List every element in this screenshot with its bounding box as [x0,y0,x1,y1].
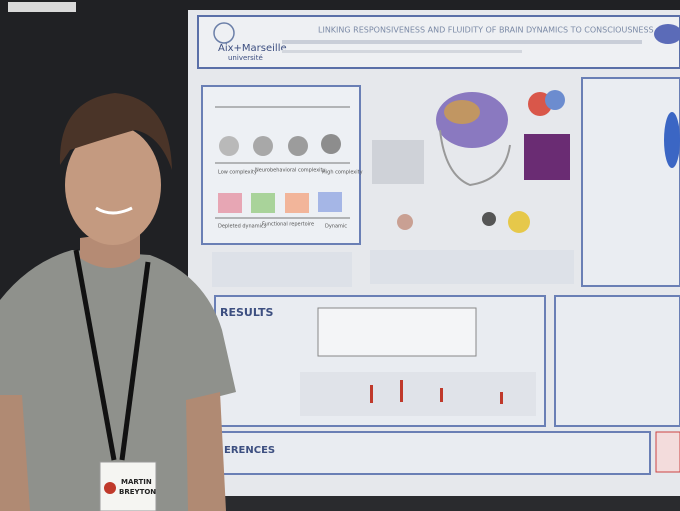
chart-points-part [370,385,373,403]
logo-icon [213,22,235,44]
badge [99,461,157,511]
text-block [370,250,574,284]
matrix-image [524,134,570,180]
section-heading: RESULTS [220,306,274,319]
brain-icon [482,212,496,226]
brain-map [545,90,565,110]
chart-image [317,307,477,357]
brain-icon [397,214,413,230]
logo-subtext: université [228,54,263,62]
brain-icons-part [288,136,308,156]
plot-image [372,140,424,184]
brain-icons-part [253,136,273,156]
wall-label [8,2,76,12]
badge-name: BREYTON [119,488,156,496]
person [0,93,236,511]
person-part [119,261,151,461]
badge-name: MARTIN [121,478,152,486]
poster-title: LINKING RESPONSIVENESS AND FLUIDITY OF B… [318,26,654,35]
color-squares-part [251,193,275,213]
logo-box [655,431,680,473]
affiliation-line [282,50,522,53]
brain-icons [219,134,341,156]
brain-icons-part [321,134,341,154]
diagram-label: High complexity [322,170,363,176]
person-part [59,93,172,170]
chart-points [370,380,503,404]
brain-map [508,211,530,233]
color-squares-part [285,193,309,213]
person-part [73,249,117,461]
person-part [95,206,133,215]
logo-text: Aix+Marseille [218,43,287,54]
chart-image [300,372,536,416]
plot-blob [664,112,680,168]
author-line [282,40,642,44]
references-panel [219,431,651,475]
color-squares-part [318,192,342,212]
diagram-label: Dynamic [325,224,347,230]
header-brain [654,24,680,44]
brain-icons-part [219,136,239,156]
brain-highlight [444,100,480,124]
person-part [0,395,30,511]
diagram-label: Functional repertoire [262,222,314,228]
color-squares [218,192,342,213]
diagram-label: Neurobehavioral complexity [255,168,326,174]
right-panel [581,77,680,287]
person-part [0,250,236,511]
color-squares-part [218,193,242,213]
chart-points-part [400,380,403,402]
diagram-panel [201,85,361,245]
badge-logo [104,482,116,494]
person-part [186,392,226,511]
person-part [65,125,161,245]
chart-points-part [440,388,443,402]
text-block [212,252,352,287]
section-heading: ERENCES [224,445,275,456]
poster-board-base [188,496,680,511]
conclusion-panel [554,295,680,427]
diagram-label: Depleted dynamics [218,224,267,230]
diagram-label: Low complexity [218,170,257,176]
chart-points-part [500,392,503,404]
head-outline [439,129,511,187]
